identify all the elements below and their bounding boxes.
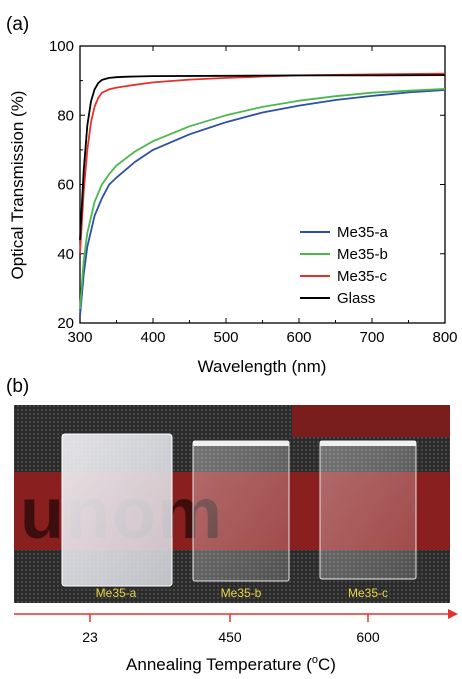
- x-axis-ticks: 300 400 500 600 700 800: [67, 46, 458, 346]
- sample-photo: unom Me35-a Me35-b Me35-c: [14, 405, 450, 603]
- temperature-title-main: Annealing Temperature (: [126, 655, 312, 674]
- legend-label: Me35-b: [337, 246, 388, 263]
- x-tick-label: 500: [213, 329, 238, 346]
- y-tick-label: 100: [49, 38, 74, 55]
- y-tick-label: 60: [57, 177, 74, 194]
- legend-label: Me35-c: [337, 268, 388, 285]
- sample-me35-c: [319, 440, 417, 580]
- legend-label: Me35-a: [337, 224, 389, 241]
- glass-slide-b: [192, 440, 290, 582]
- panel-b-label: (b): [6, 376, 29, 397]
- sample-me35-a: [61, 433, 173, 587]
- x-tick-label: 800: [432, 329, 457, 346]
- glass-slide-a: [61, 433, 173, 587]
- temperature-tick-label-600: 600: [356, 629, 380, 645]
- x-tick-label: 300: [67, 329, 92, 346]
- temperature-arrow-head: [448, 609, 458, 619]
- temperature-title-unit: C): [318, 655, 336, 674]
- sample-label-c: Me35-c: [348, 586, 388, 600]
- x-axis-title: Wavelength (nm): [198, 357, 327, 376]
- plot-frame: [79, 45, 446, 324]
- y-axis-title: Optical Transmission (%): [8, 91, 27, 280]
- glass-edge-b: [193, 441, 289, 446]
- y-tick-label: 20: [57, 315, 74, 332]
- x-tick-label: 700: [359, 329, 384, 346]
- y-axis-ticks: 20 40 60 80 100: [49, 38, 445, 332]
- sample-label-b: Me35-b: [221, 586, 262, 600]
- x-tick-label: 400: [140, 329, 165, 346]
- y-tick-label: 80: [57, 107, 74, 124]
- sample-me35-b: [192, 440, 290, 582]
- temperature-title-degree: o: [312, 654, 318, 666]
- red-block-top: [292, 405, 450, 437]
- y-tick-label: 40: [57, 246, 74, 263]
- series-line-me35-a: [79, 89, 446, 317]
- glass-slide-c: [319, 440, 417, 580]
- panel-a-label: (a): [6, 14, 29, 35]
- temperature-tick-label-450: 450: [218, 629, 242, 645]
- legend: Me35-a Me35-b Me35-c Glass: [300, 224, 389, 307]
- series-line-glass: [79, 74, 446, 240]
- legend-label: Glass: [337, 290, 375, 307]
- x-tick-label: 600: [286, 329, 311, 346]
- series-lines: [79, 72, 446, 317]
- series-line-me35-c: [79, 72, 446, 254]
- sample-label-a: Me35-a: [96, 586, 137, 600]
- temperature-axis: 23 450 600 Annealing Temperature (oC): [14, 609, 458, 674]
- glass-edge-c: [320, 441, 416, 446]
- temperature-tick-label-23: 23: [82, 629, 98, 645]
- series-line-me35-b: [79, 88, 446, 310]
- temperature-axis-title: Annealing Temperature (oC): [126, 654, 336, 674]
